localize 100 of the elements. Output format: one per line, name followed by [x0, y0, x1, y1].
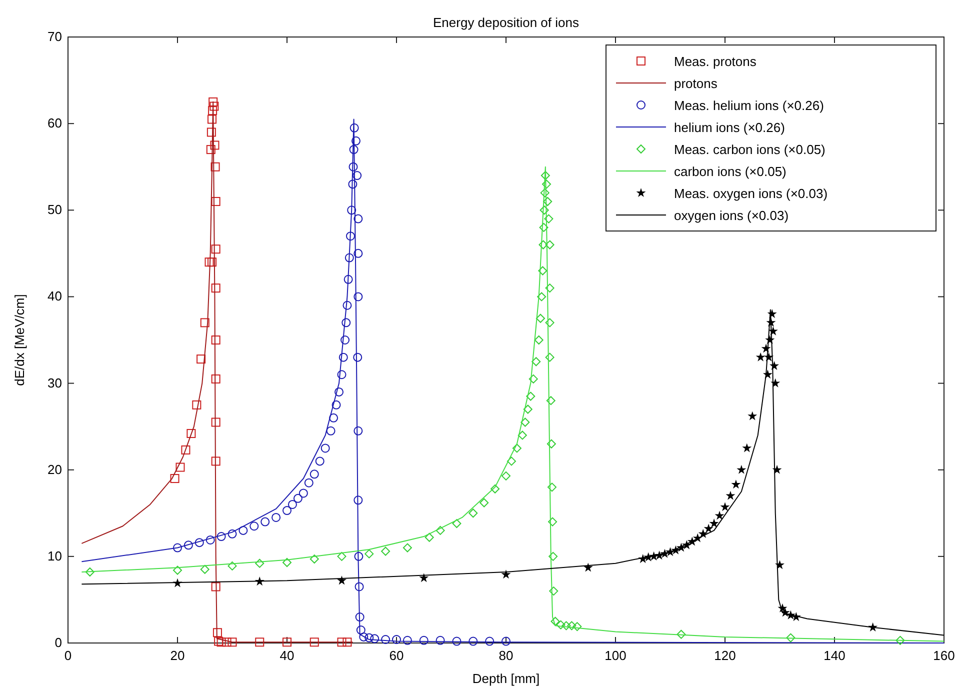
y-tick-label: 30 [48, 375, 62, 390]
point [502, 636, 510, 646]
x-tick-label: 60 [389, 648, 404, 663]
point [534, 336, 544, 344]
point [310, 638, 319, 647]
point [518, 430, 527, 440]
point [354, 292, 363, 302]
point [332, 400, 341, 410]
point [200, 318, 210, 328]
point [310, 470, 319, 479]
point [539, 222, 548, 232]
chart-title: Energy deposition of ions [433, 15, 580, 30]
point [210, 102, 219, 111]
point [720, 502, 730, 512]
y-tick-label: 70 [48, 29, 62, 44]
point [334, 387, 344, 396]
point [212, 628, 222, 638]
point [344, 253, 354, 262]
point [546, 396, 556, 406]
point [538, 240, 548, 250]
point [452, 636, 462, 646]
point [485, 636, 494, 646]
point [355, 612, 364, 622]
point [501, 570, 511, 579]
point [545, 352, 554, 362]
point [170, 474, 180, 484]
point [354, 214, 363, 224]
point [540, 206, 549, 215]
legend-label: Meas. protons [674, 54, 757, 69]
x-axis-title: Depth [mm] [472, 671, 540, 686]
point [354, 582, 364, 592]
point [342, 638, 352, 647]
point [532, 357, 541, 366]
point [181, 445, 190, 454]
point [216, 638, 226, 647]
point [250, 522, 259, 531]
point [542, 180, 552, 189]
point [545, 284, 554, 293]
point [536, 314, 545, 323]
point [348, 162, 358, 172]
point [349, 145, 358, 154]
legend-label: protons [674, 76, 718, 91]
point [354, 248, 363, 258]
point [206, 535, 215, 544]
point [540, 171, 550, 180]
point [176, 462, 185, 472]
point [238, 526, 248, 535]
point [731, 480, 741, 489]
point [337, 370, 346, 380]
point [402, 636, 412, 645]
point [210, 162, 220, 172]
point [282, 638, 292, 647]
point [546, 439, 556, 448]
point [549, 586, 558, 596]
point [326, 426, 336, 436]
point [452, 519, 462, 528]
point [726, 490, 736, 500]
point [402, 543, 412, 552]
legend-label: helium ions (×0.26) [674, 120, 785, 135]
point [206, 145, 216, 154]
point [228, 561, 237, 570]
y-tick-label: 20 [48, 462, 62, 477]
point [210, 140, 220, 150]
point [222, 638, 232, 647]
point [548, 552, 558, 561]
point [562, 621, 571, 630]
point [315, 456, 324, 466]
point [85, 568, 94, 577]
x-tick-label: 140 [824, 648, 846, 663]
point [186, 428, 196, 438]
point [424, 532, 434, 542]
point [350, 123, 359, 132]
legend-label: carbon ions (×0.05) [674, 164, 786, 179]
point [348, 180, 358, 189]
point [572, 622, 582, 632]
point [338, 352, 348, 362]
point [351, 136, 360, 146]
point [381, 635, 390, 644]
point [545, 318, 554, 328]
point [337, 552, 346, 561]
point [770, 378, 780, 388]
point [173, 566, 182, 575]
point [288, 500, 297, 509]
point [211, 336, 220, 344]
point [208, 97, 218, 106]
line-series [81, 309, 944, 636]
point [207, 258, 216, 267]
point [194, 538, 204, 548]
point [208, 106, 218, 116]
point [704, 524, 714, 533]
y-tick-label: 60 [48, 116, 62, 131]
point [337, 638, 346, 647]
point [544, 214, 554, 224]
point [346, 232, 356, 241]
point [354, 552, 364, 561]
point [748, 411, 758, 420]
point [381, 546, 390, 556]
point [255, 558, 264, 568]
point [211, 456, 220, 466]
point [490, 484, 500, 494]
